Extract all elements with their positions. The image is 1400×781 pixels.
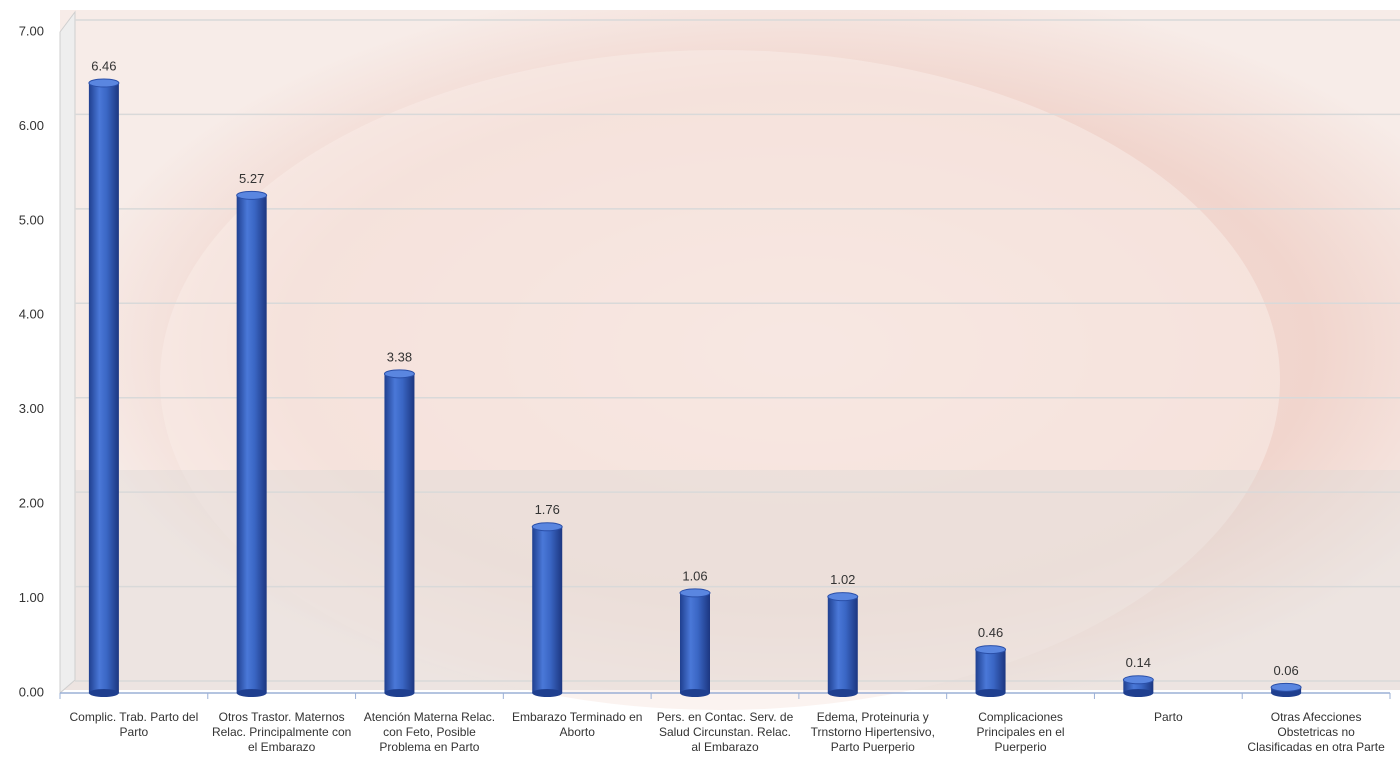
- x-tick-label: Parto: [1153, 710, 1183, 724]
- bar: [827, 596, 858, 693]
- bar-base: [88, 689, 119, 697]
- bar-base: [975, 689, 1006, 697]
- bar: [236, 195, 267, 693]
- bar: [532, 526, 563, 693]
- bar-cap: [236, 190, 268, 200]
- bar-base: [384, 689, 415, 697]
- data-label: 3.38: [387, 349, 412, 364]
- bar-cap: [1270, 682, 1302, 692]
- bar-cap: [679, 588, 711, 598]
- data-label: 6.46: [91, 58, 116, 73]
- bar-cap: [531, 522, 563, 532]
- x-tick-label: Complic. Trab. Parto del Parto: [69, 710, 199, 739]
- bar: [975, 649, 1006, 693]
- data-label: 1.76: [535, 502, 560, 517]
- bar: [384, 373, 415, 693]
- x-tick-label: Atención Materna Relac. con Feto, Posibl…: [363, 710, 496, 754]
- bar: [88, 82, 119, 693]
- bar-base: [236, 689, 267, 697]
- background-shape: [160, 50, 1280, 710]
- data-label: 1.06: [682, 568, 707, 583]
- y-tick-label: 2.00: [19, 496, 44, 511]
- bar-base: [532, 689, 563, 697]
- data-label: 0.06: [1273, 663, 1298, 678]
- y-tick-label: 7.00: [19, 23, 44, 38]
- y-tick-label: 6.00: [19, 118, 44, 133]
- bar-base: [680, 689, 710, 697]
- y-tick-label: 0.00: [19, 684, 44, 699]
- bar-base: [1123, 689, 1154, 697]
- y-tick-label: 3.00: [19, 401, 44, 416]
- x-tick-label: Edema, Proteinuria y Trnstorno Hipertens…: [810, 710, 935, 754]
- side-wall: [59, 10, 76, 695]
- bar: [680, 592, 710, 693]
- data-label: 5.27: [239, 171, 264, 186]
- bar-cap: [88, 78, 120, 88]
- background-shape: [60, 470, 1400, 690]
- bar-cap: [383, 369, 415, 379]
- y-tick-label: 4.00: [19, 307, 44, 322]
- x-tick-label: Pers. en Contac. Serv. de Salud Circunst…: [656, 710, 794, 754]
- y-tick-label: 5.00: [19, 212, 44, 227]
- x-tick-label: Otras Afecciones Obstetricas no Clasific…: [1247, 710, 1385, 754]
- bar-base: [827, 689, 858, 697]
- x-tick-label: Embarazo Terminado en Aborto: [511, 710, 643, 739]
- x-tick-label: Complicaciones Principales en el Puerper…: [976, 710, 1065, 754]
- data-label: 0.14: [1126, 655, 1151, 670]
- bar-cap: [827, 592, 859, 602]
- x-tick-label: Otros Trastor. Maternos Relac. Principal…: [211, 710, 352, 754]
- y-tick-label: 1.00: [19, 590, 44, 605]
- data-label: 1.02: [830, 572, 855, 587]
- bar-cap: [1122, 675, 1154, 685]
- bar-cap: [975, 645, 1007, 655]
- data-label: 0.46: [978, 625, 1003, 640]
